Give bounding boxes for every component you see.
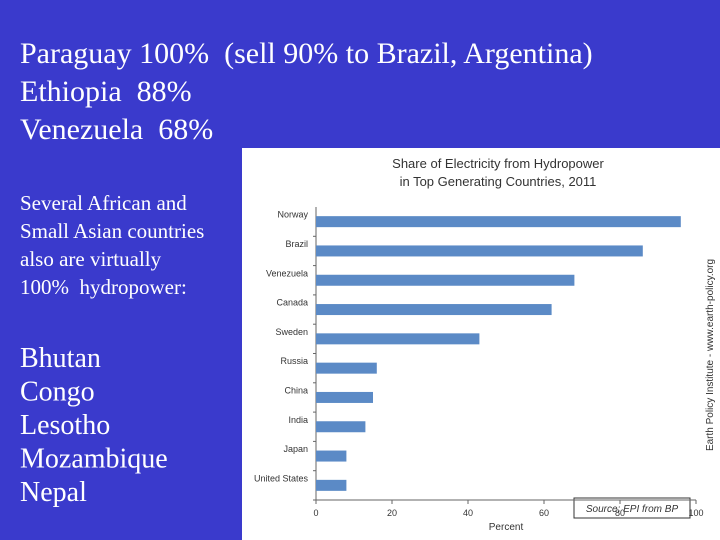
chart-subtitle: in Top Generating Countries, 2011 xyxy=(400,174,597,189)
note-line: Several African and xyxy=(20,191,187,215)
chart-panel xyxy=(242,148,720,540)
y-tick-label: Russia xyxy=(280,356,308,366)
y-tick-label: Venezuela xyxy=(266,268,308,278)
y-tick-label: China xyxy=(284,385,308,395)
country: Congo xyxy=(20,377,95,408)
y-tick-label: Canada xyxy=(276,298,308,308)
source: Source: EPI from BP xyxy=(586,504,679,515)
bar xyxy=(316,304,552,316)
country: Lesotho xyxy=(20,410,110,441)
bar xyxy=(316,245,643,257)
note-line: also are virtually xyxy=(20,247,162,271)
note-line: Small Asian countries xyxy=(20,219,204,243)
country: Mozambique xyxy=(20,444,168,475)
x-tick-label: 40 xyxy=(463,508,473,518)
headline: Paraguay 100% (sell 90% to Brazil, Argen… xyxy=(20,37,593,70)
x-tick-label: 100 xyxy=(688,508,703,518)
headline: Ethiopia 88% xyxy=(20,75,192,108)
source-box xyxy=(573,497,691,519)
note-line: 100% hydropower: xyxy=(20,275,187,299)
bar xyxy=(316,274,575,286)
y-tick-label: Japan xyxy=(283,444,308,454)
country: Nepal xyxy=(20,477,87,508)
x-tick-label: 60 xyxy=(539,508,549,518)
bar xyxy=(316,362,377,374)
y-tick-label: United States xyxy=(254,473,309,483)
y-tick-label: Norway xyxy=(277,210,308,220)
y-tick-label: Brazil xyxy=(285,239,308,249)
credit: Earth Policy Institute - www.earth-polic… xyxy=(705,259,716,451)
bar xyxy=(316,216,681,228)
chart-title: Share of Electricity from Hydropower xyxy=(392,156,604,171)
bar xyxy=(316,333,480,345)
y-tick-label: Sweden xyxy=(275,327,308,337)
country: Bhutan xyxy=(20,343,101,374)
bar xyxy=(316,450,347,462)
bar xyxy=(316,479,347,491)
x-tick-label: 0 xyxy=(313,508,318,518)
bar xyxy=(316,391,373,403)
bar xyxy=(316,421,366,433)
x-axis-label: Percent xyxy=(489,522,524,533)
headline: Venezuela 68% xyxy=(20,113,213,146)
x-tick-label: 20 xyxy=(387,508,397,518)
x-tick-label: 80 xyxy=(615,508,625,518)
y-tick-label: India xyxy=(288,415,308,425)
